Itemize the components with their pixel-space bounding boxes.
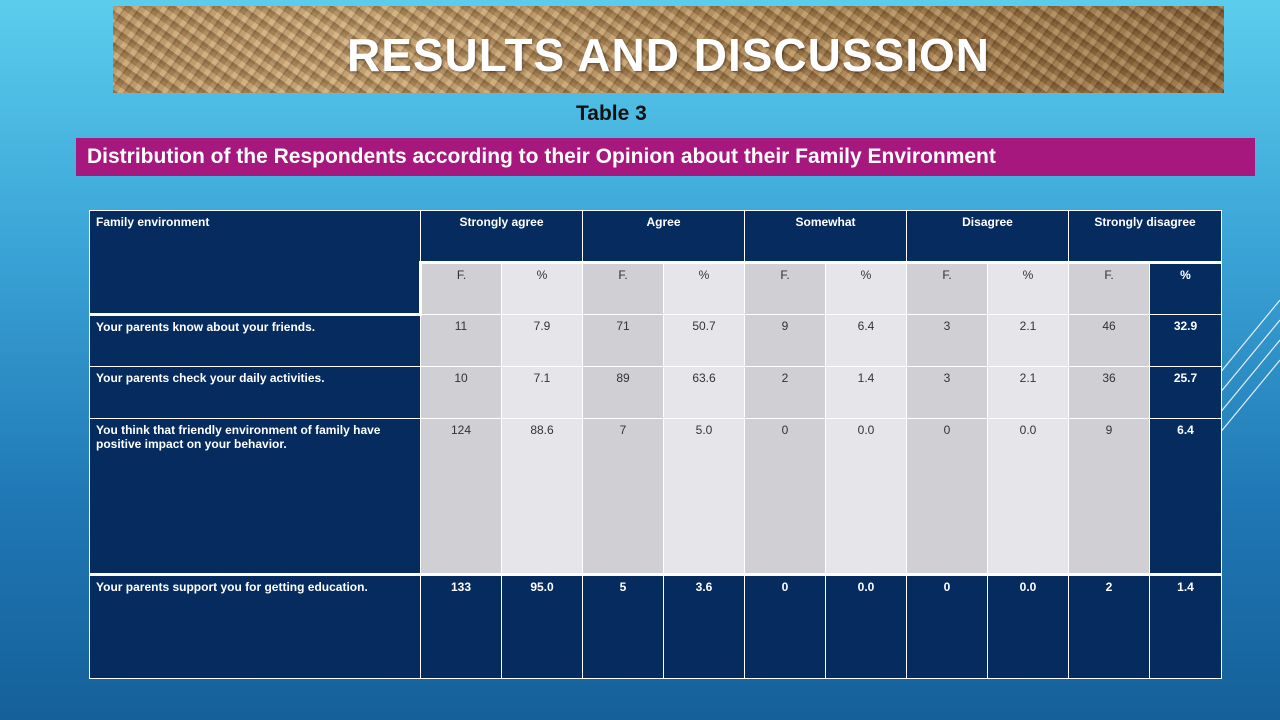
cell-value: 0.0 <box>825 418 907 575</box>
subheader-f: F. <box>582 261 664 315</box>
cell-value: 95.0 <box>501 573 583 679</box>
subheader-pct: % <box>1149 261 1222 315</box>
cell-value: 9 <box>744 314 826 367</box>
cell-value: 0 <box>906 418 988 575</box>
header-strongly-agree: Strongly agree <box>420 210 583 263</box>
cell-value: 50.7 <box>663 314 745 367</box>
cell-value: 1.4 <box>825 366 907 419</box>
cell-value: 36 <box>1068 366 1150 419</box>
decorative-lines-icon <box>1210 300 1280 446</box>
cell-value: 1.4 <box>1149 573 1222 679</box>
table-row: You think that friendly environment of f… <box>89 418 1222 575</box>
subheader-pct: % <box>825 261 907 315</box>
cell-value: 0.0 <box>987 573 1069 679</box>
cell-value: 2.1 <box>987 314 1069 367</box>
table-row: Your parents support you for getting edu… <box>89 573 1222 679</box>
subheader-f: F. <box>419 261 502 315</box>
cell-value: 5.0 <box>663 418 745 575</box>
cell-value: 11 <box>420 314 502 367</box>
cell-value: 124 <box>420 418 502 575</box>
cell-value: 0.0 <box>987 418 1069 575</box>
table-label: Table 3 <box>576 102 647 125</box>
cell-value: 2 <box>1068 573 1150 679</box>
cell-value: 9 <box>1068 418 1150 575</box>
header-strongly-disagree: Strongly disagree <box>1068 210 1222 263</box>
cell-value: 71 <box>582 314 664 367</box>
subheader-f: F. <box>906 261 988 315</box>
cell-value: 63.6 <box>663 366 745 419</box>
cell-value: 3.6 <box>663 573 745 679</box>
row-label: Your parents support you for getting edu… <box>89 573 421 679</box>
slide-title: RESULTS AND DISCUSSION <box>346 29 991 81</box>
family-environment-table: Family environment Strongly agree Agree … <box>89 210 1222 679</box>
cell-value: 46 <box>1068 314 1150 367</box>
row-label: Your parents know about your friends. <box>89 313 421 367</box>
header-agree: Agree <box>582 210 745 263</box>
cell-value: 3 <box>906 314 988 367</box>
table-caption: Distribution of the Respondents accordin… <box>76 138 1255 176</box>
header-disagree: Disagree <box>906 210 1069 263</box>
header-somewhat: Somewhat <box>744 210 907 263</box>
cell-value: 7.1 <box>501 366 583 419</box>
cell-value: 89 <box>582 366 664 419</box>
subheader-f: F. <box>744 261 826 315</box>
cell-value: 5 <box>582 573 664 679</box>
cell-value: 0 <box>744 573 826 679</box>
cell-value: 10 <box>420 366 502 419</box>
table-row: Your parents check your daily activities… <box>89 366 1222 419</box>
cell-value: 0 <box>906 573 988 679</box>
cell-value: 88.6 <box>501 418 583 575</box>
row-label: Your parents check your daily activities… <box>89 366 421 419</box>
table-subheader-row: F. % F. % F. % F. % F. % <box>90 261 1222 315</box>
header-family-environment: Family environment <box>89 210 421 315</box>
subheader-pct: % <box>987 261 1069 315</box>
table-header-row: Family environment Strongly agree Agree … <box>89 210 1222 315</box>
row-label: You think that friendly environment of f… <box>89 418 421 575</box>
cell-value: 3 <box>906 366 988 419</box>
cell-value: 25.7 <box>1149 366 1222 419</box>
cell-value: 7.9 <box>501 314 583 367</box>
subheader-f: F. <box>1068 261 1150 315</box>
cell-value: 0 <box>744 418 826 575</box>
cell-value: 2 <box>744 366 826 419</box>
cell-value: 2.1 <box>987 366 1069 419</box>
subheader-pct: % <box>501 261 583 315</box>
cell-value: 32.9 <box>1149 314 1222 367</box>
cell-value: 7 <box>582 418 664 575</box>
title-banner: RESULTS AND DISCUSSION <box>113 6 1224 93</box>
table-row: Your parents know about your friends. 11… <box>89 313 1222 367</box>
cell-value: 133 <box>420 573 502 679</box>
subheader-pct: % <box>663 261 745 315</box>
cell-value: 6.4 <box>1149 418 1222 575</box>
cell-value: 0.0 <box>825 573 907 679</box>
cell-value: 6.4 <box>825 314 907 367</box>
